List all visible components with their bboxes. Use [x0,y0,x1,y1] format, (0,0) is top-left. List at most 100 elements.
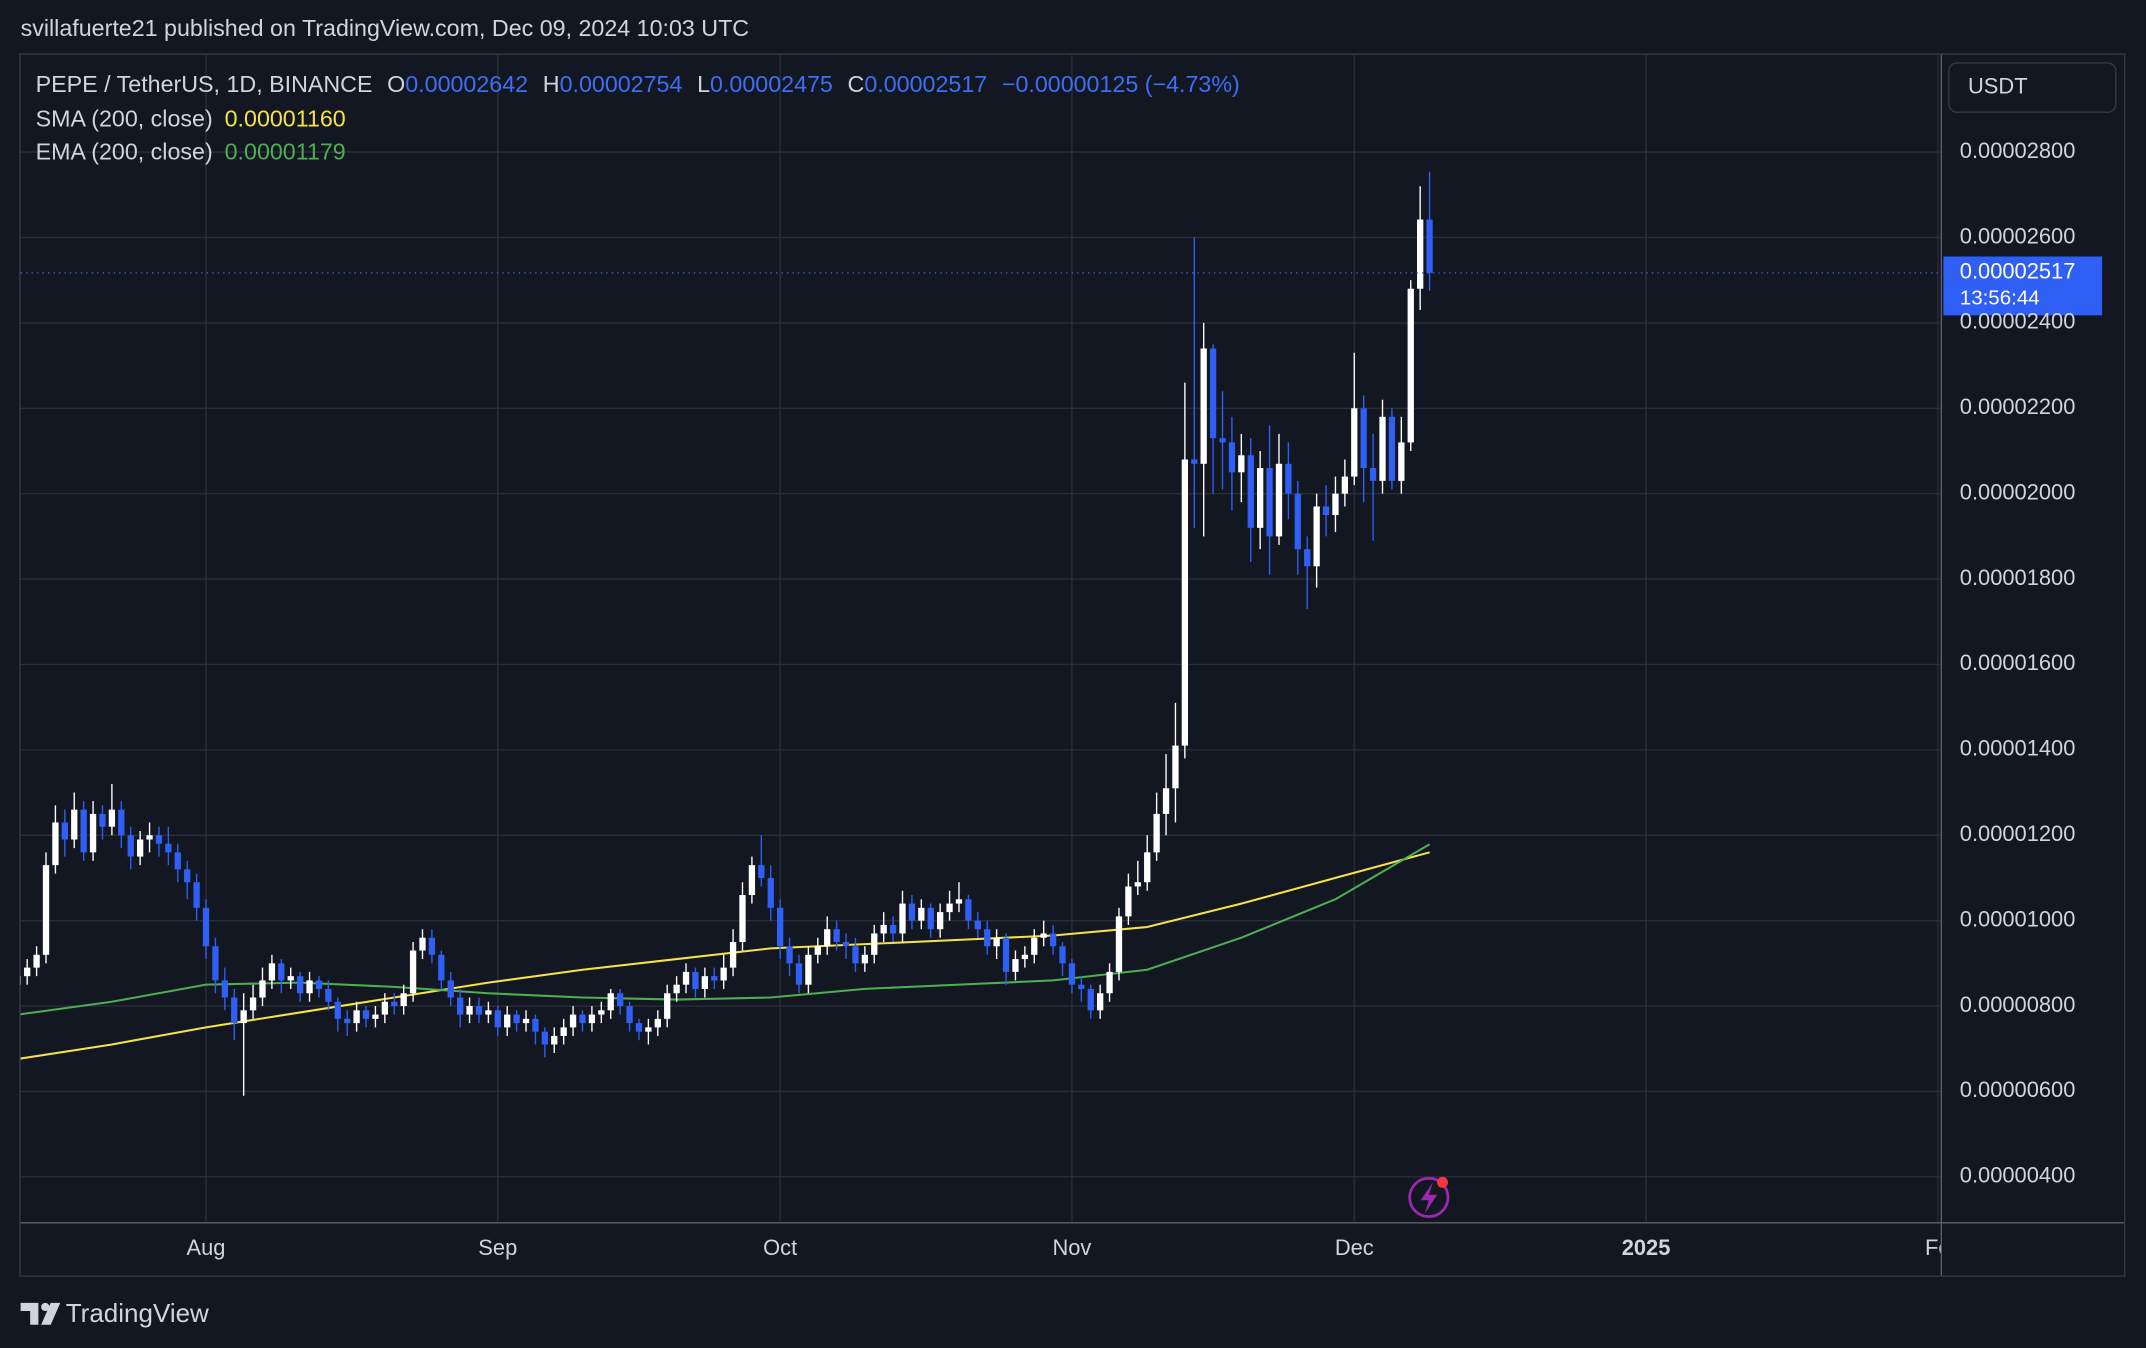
candle-body [664,993,671,1019]
time-axis: Aug Sep Oct Nov Dec 2025 Fe [187,1235,1951,1260]
candle-body [409,950,417,994]
candle-body [1247,455,1254,528]
candle-body [1369,468,1377,481]
candles [20,171,1433,1096]
candle-body [127,835,134,857]
candle-body [155,835,163,844]
y-tick-label: 0.00000400 [1960,1163,2076,1188]
candle-body [1360,408,1367,469]
candle-body [146,835,153,840]
candle-body [99,813,106,827]
candle-body [899,903,906,934]
y-tick-label: 0.00001800 [1960,565,2076,590]
candle-body [202,907,210,947]
candle-body [1191,459,1198,464]
candle-body [1125,886,1132,917]
candle-body [673,984,680,994]
x-tick-label: Nov [1052,1235,1091,1260]
symbol-legend: PEPE / TetherUS, 1D, BINANCE O0.00002642… [36,71,1240,97]
candle-body [1040,933,1047,938]
candle-body [560,1027,567,1036]
indicator-line [20,843,1431,1016]
candle-body [777,907,784,947]
candle-body [504,1014,511,1028]
ohlc-label: L [697,71,710,97]
candle-body [1153,813,1160,853]
price-axis: 0.00000400 0.00000600 0.00000800 0.00001000… [1960,138,2076,1188]
candle-body [80,809,87,853]
candle-body [616,993,624,1007]
ohlc-label: H [543,71,560,97]
candle-body [635,1023,643,1032]
candle-body [89,813,97,853]
candle-body [325,988,332,1002]
last-price-label: 0.00002517 [1960,259,2076,284]
candle-body [692,971,699,989]
candle-body [1181,459,1189,746]
candle-body [240,1010,247,1024]
x-tick-label: Dec [1335,1235,1374,1260]
candle-body [1257,468,1264,528]
x-tick-label: Sep [478,1235,517,1260]
candle-body [1106,971,1113,994]
indicator-lines [20,843,1431,1060]
candle-body [485,1010,492,1015]
candle-body [42,865,50,955]
brand-mark [20,1302,61,1325]
y-tick-label: 0.00002600 [1960,223,2076,248]
candle-body [918,907,925,921]
candle-body [61,822,68,840]
y-tick-label: 0.00001000 [1960,906,2076,931]
candle-body [231,997,238,1024]
alert-bolt[interactable] [1420,1182,1438,1214]
candle-body [965,899,972,921]
candle-body [1388,416,1396,481]
alert-icon[interactable] [1408,1176,1450,1218]
candle-body [259,980,266,998]
candle-body [532,1018,539,1032]
candle-body [344,1018,351,1024]
candle-body [466,1006,473,1015]
candle-body [1068,963,1076,985]
candle-body [1219,438,1226,443]
chart-frame [19,53,2126,1277]
candle-body [654,1018,661,1028]
candle-body [221,980,228,998]
candle-body [1322,506,1330,516]
candle-body [1059,946,1066,964]
x-tick-label: Aug [187,1235,226,1260]
last-price-tag [1943,256,2103,316]
candle-body [287,976,294,981]
candle-body [748,865,756,896]
candle-body [569,1014,577,1028]
brand-name: TradingView [66,1298,209,1328]
x-tick-label: Fe [1925,1235,1951,1260]
candle-body [1209,348,1217,439]
candle-body [296,976,304,994]
candle-body [494,1010,501,1028]
candle-body [1097,993,1104,1011]
candle-body [353,1010,360,1024]
candle-body [306,980,313,994]
candle-body [711,976,718,981]
indicator-line [20,851,1430,1060]
change: −0.00000125 (−4.73%) [1002,71,1240,97]
candle-body [475,1006,483,1015]
currency-label[interactable]: USDT [1968,73,2028,98]
candle-body [33,954,40,968]
candle-body [1134,882,1141,887]
candle-body [268,963,276,981]
indicator-legend: EMA (200, close) 0.00001179 [36,138,346,164]
currency-button[interactable] [1948,62,2117,113]
alert-ring[interactable] [1408,1176,1450,1218]
candle-body [438,954,445,981]
candle-body [1417,219,1424,289]
candle-body [1313,506,1320,567]
x-tick-label: 2025 [1622,1235,1671,1260]
ohlc-value: 0.00002475 [710,71,833,97]
alert-dot[interactable] [1437,1176,1448,1188]
candle-body [1294,493,1301,550]
